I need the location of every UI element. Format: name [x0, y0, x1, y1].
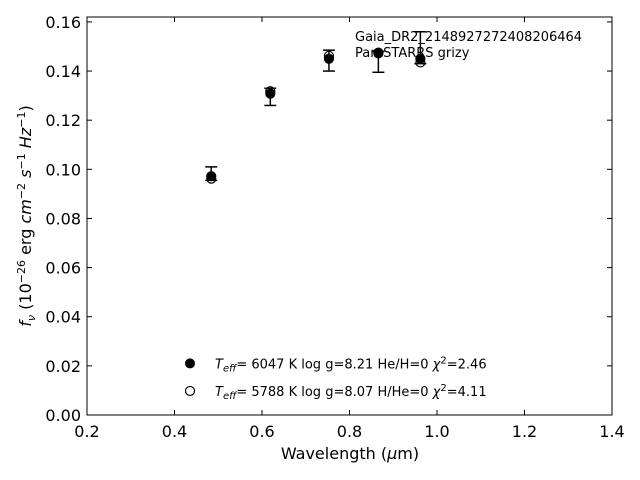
model-point-open: [415, 57, 426, 68]
legend-label-fit-1: Teff= 6047 K log g=8.21 He/H=0 χ2=2.46: [215, 355, 487, 374]
legend-logg-2: 8.07: [344, 385, 373, 400]
plot-frame: [86, 16, 613, 416]
model-point-filled: [206, 171, 217, 182]
model-point-open: [265, 86, 276, 97]
y-tick-label: 0.04: [45, 308, 81, 327]
legend-logg-1: 8.21: [344, 357, 373, 372]
model-point-open: [206, 173, 217, 184]
x-tick-label: 0.8: [337, 422, 362, 441]
y-tick-label: 0.16: [45, 13, 81, 32]
object-annotation: Gaia_DR2_2148927272408206464: [355, 30, 582, 45]
legend: Teff= 6047 K log g=8.21 He/H=0 χ2=2.46 T…: [184, 355, 487, 402]
data-points: [206, 47, 426, 184]
x-axis-title: Wavelength (μm): [281, 444, 419, 463]
legend-teff-1: 6047: [251, 357, 284, 372]
legend-marker-open: [184, 385, 196, 397]
legend-teff-2: 5788: [251, 385, 284, 400]
model-point-open: [323, 50, 335, 61]
y-tick-label: 0.06: [45, 259, 81, 278]
legend-chi2-2: 4.11: [458, 385, 487, 400]
x-tick-label: 0.2: [74, 422, 99, 441]
y-tick-label: 0.10: [45, 160, 81, 179]
y-tick-label: 0.02: [45, 357, 81, 376]
legend-label-fit-2: Teff= 5788 K log g=8.07 H/He=0 χ2=4.11: [215, 383, 487, 402]
x-tick-label: 0.6: [249, 422, 274, 441]
x-tick-label: 1.4: [599, 422, 624, 441]
y-axis-title: fν (10−26 erg cm−2 s−1 Hz−1): [15, 105, 38, 326]
survey-annotation: Pan-STARRS grizy: [355, 46, 470, 61]
legend-chi2-1: 2.46: [458, 357, 487, 372]
x-tick-label: 1.2: [512, 422, 537, 441]
x-tick-label: 0.4: [162, 422, 187, 441]
legend-comp-2: H/He=0: [377, 385, 428, 400]
model-point-filled: [415, 53, 426, 64]
y-tick-label: 0.00: [45, 406, 81, 425]
y-tick-label: 0.08: [45, 209, 81, 228]
y-tick-label: 0.14: [45, 62, 81, 81]
model-point-open: [373, 47, 384, 58]
x-tick-label: 1.0: [424, 422, 449, 441]
y-ticks: 0.00 0.02 0.04 0.06 0.08 0.10 0.12 0.14 0.16: [45, 13, 612, 425]
y-tick-label: 0.12: [45, 111, 81, 130]
legend-marker-filled: [185, 358, 195, 369]
legend-comp-1: He/H=0: [377, 357, 428, 372]
model-point-filled: [323, 53, 335, 64]
model-point-filled: [265, 88, 276, 99]
